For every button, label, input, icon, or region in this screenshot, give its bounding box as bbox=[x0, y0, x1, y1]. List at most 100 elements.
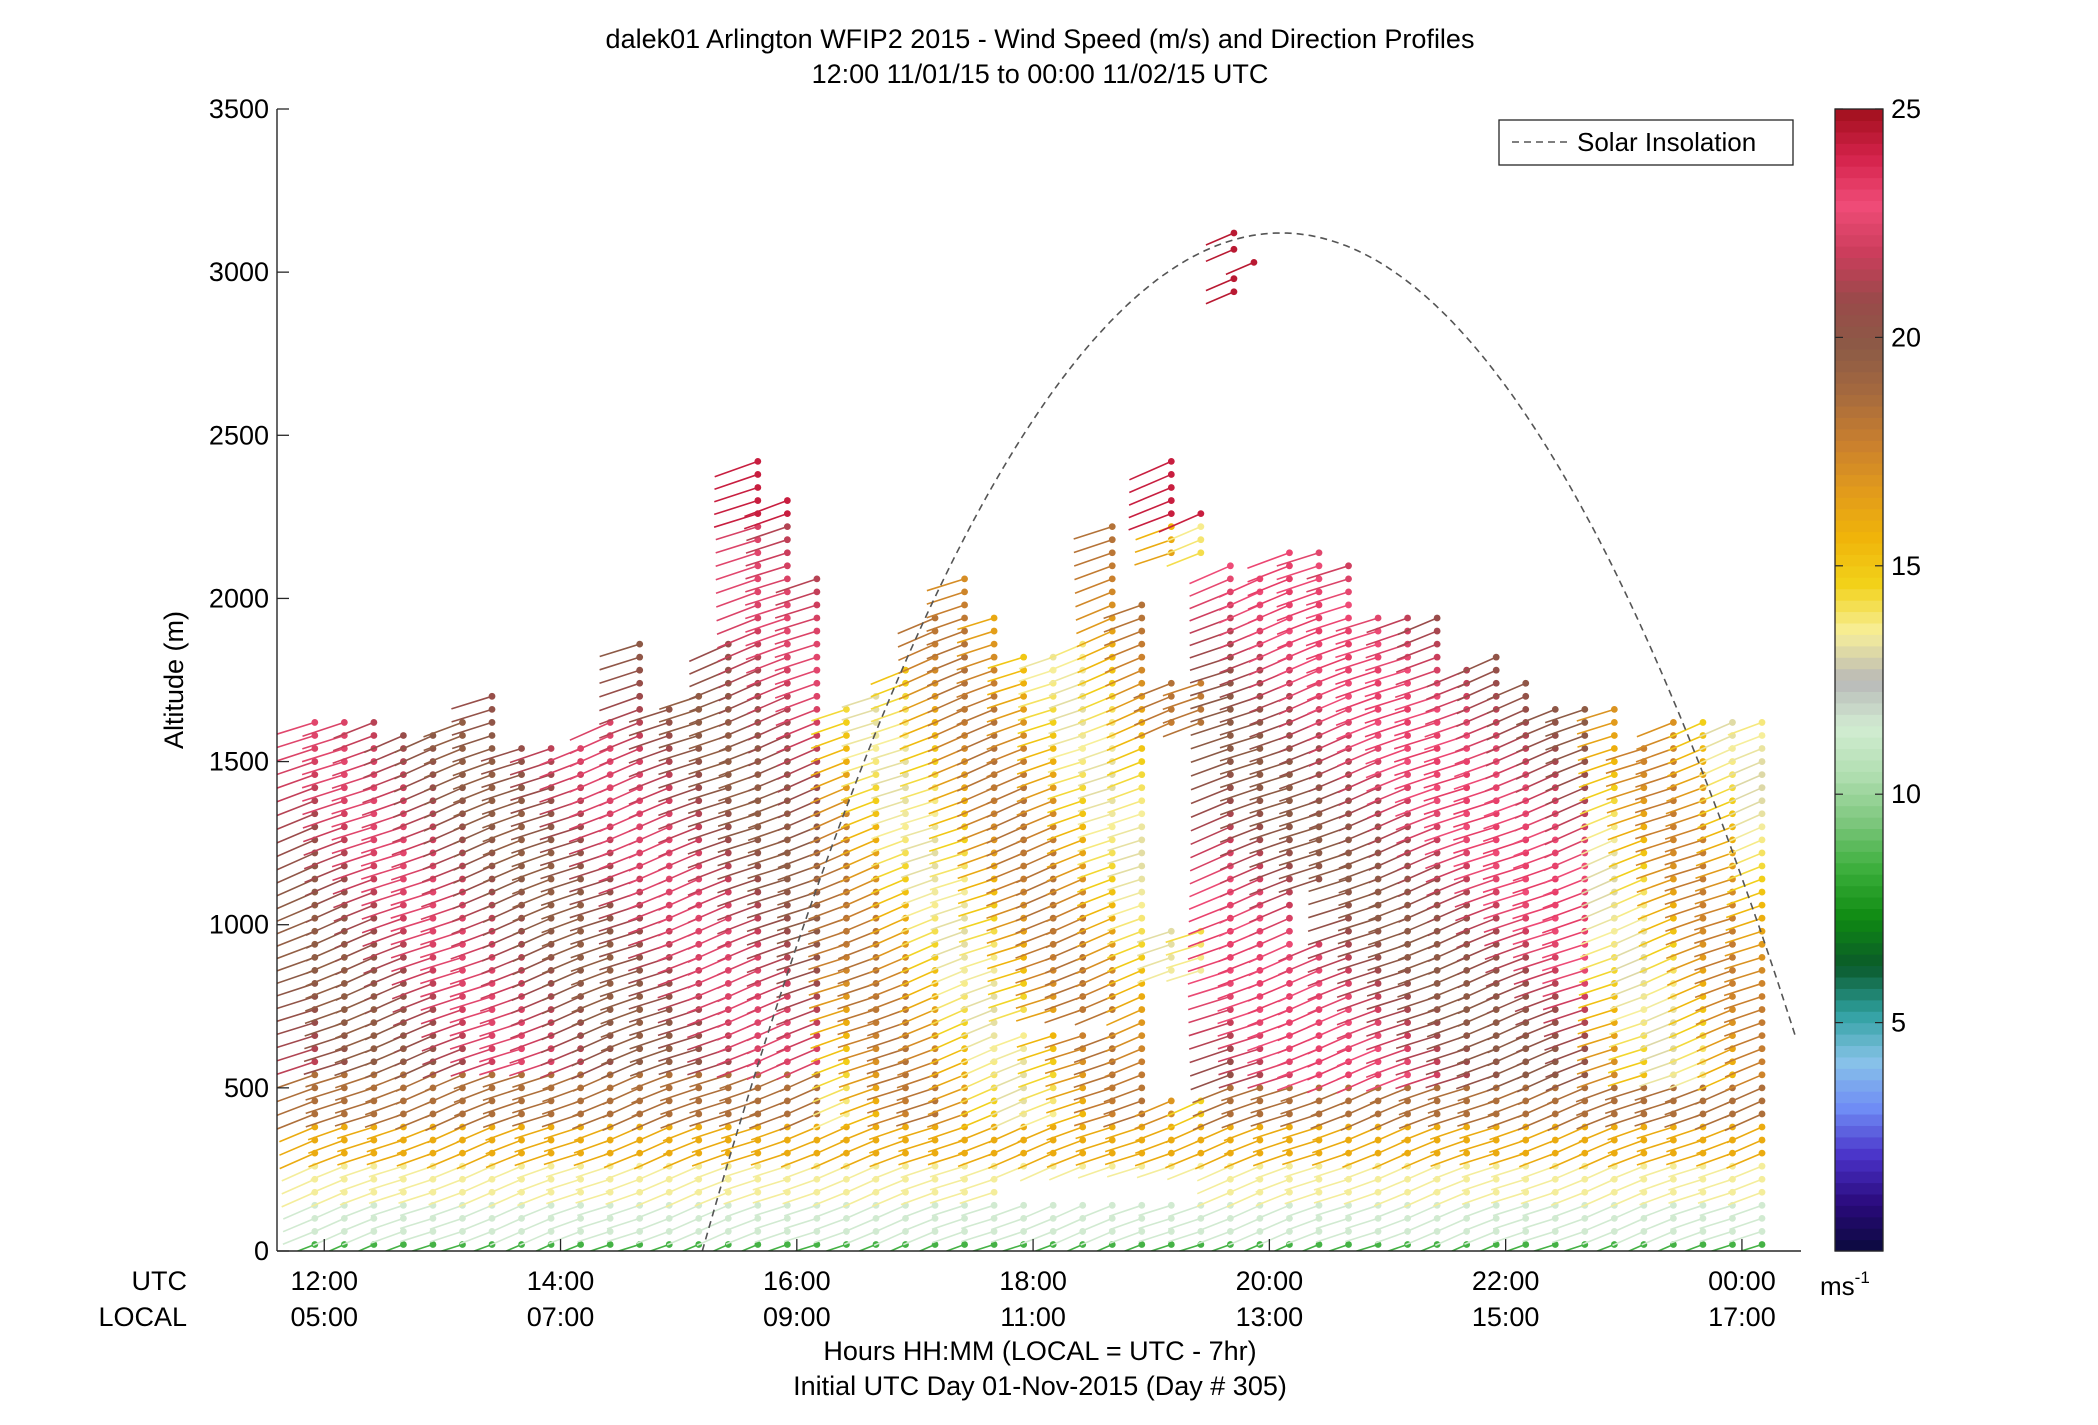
wind-vector-shaft bbox=[303, 839, 345, 856]
wind-vector-head bbox=[783, 901, 791, 909]
wind-vector-shaft bbox=[926, 617, 965, 633]
wind-vector-shaft bbox=[900, 839, 936, 852]
wind-vector-shaft bbox=[1219, 760, 1261, 775]
wind-vector-shaft bbox=[423, 773, 463, 792]
wind-vector-shaft bbox=[1250, 1100, 1290, 1114]
wind-vector-shaft bbox=[928, 1074, 965, 1091]
wind-vector-head bbox=[1079, 1097, 1087, 1105]
wind-vector-shaft bbox=[781, 1126, 818, 1143]
wind-vector-shaft bbox=[811, 708, 847, 722]
wind-vector-head bbox=[665, 1071, 673, 1079]
wind-vector-shaft bbox=[1015, 1008, 1054, 1022]
wind-vector-shaft bbox=[1277, 630, 1320, 649]
wind-vector-head bbox=[1286, 588, 1293, 596]
wind-vector-shaft bbox=[746, 930, 788, 946]
wind-vector-shaft bbox=[1190, 826, 1231, 846]
wind-vector-head bbox=[1374, 980, 1382, 987]
colorbar-segment bbox=[1835, 988, 1883, 1001]
wind-vector-shaft bbox=[1337, 943, 1379, 958]
wind-vector-shaft bbox=[1076, 617, 1113, 635]
wind-vector-head bbox=[1138, 1019, 1146, 1026]
wind-vector-head bbox=[1551, 953, 1559, 961]
wind-vector-head bbox=[1433, 1071, 1441, 1079]
wind-vector-shaft bbox=[1367, 826, 1408, 846]
wind-vector-shaft bbox=[1134, 551, 1172, 566]
wind-vector-head bbox=[1404, 732, 1411, 739]
wind-vector-head bbox=[1522, 914, 1530, 922]
wind-vector-shaft bbox=[1190, 1074, 1231, 1091]
wind-vector-head bbox=[1345, 562, 1352, 570]
wind-vector-shaft bbox=[663, 1152, 700, 1169]
wind-vector-head bbox=[1020, 1006, 1028, 1013]
wind-vector-head bbox=[754, 1188, 762, 1196]
wind-vector-shaft bbox=[482, 1100, 522, 1115]
wind-vector-head bbox=[754, 562, 762, 570]
wind-vector-head bbox=[1049, 810, 1057, 818]
wind-vector-head bbox=[1315, 1162, 1323, 1170]
wind-vector-shaft bbox=[783, 1230, 818, 1243]
wind-vector-shaft bbox=[480, 760, 522, 775]
wind-vector-shaft bbox=[1166, 969, 1202, 982]
wind-vector-head bbox=[1138, 1032, 1146, 1040]
wind-vector-shaft bbox=[1457, 1113, 1497, 1127]
wind-vector-shaft bbox=[598, 943, 640, 958]
wind-vector-head bbox=[1551, 705, 1559, 713]
wind-vector-head bbox=[1610, 745, 1618, 752]
wind-vector-shaft bbox=[930, 956, 965, 972]
wind-vector-head bbox=[1345, 927, 1352, 935]
wind-vector-head bbox=[813, 705, 821, 713]
wind-vector-shaft bbox=[926, 630, 965, 646]
wind-vector-shaft bbox=[628, 773, 670, 792]
wind-vector-shaft bbox=[1166, 1100, 1202, 1117]
wind-vector-shaft bbox=[961, 1230, 995, 1243]
wind-vector-shaft bbox=[449, 995, 493, 1011]
wind-vector-shaft bbox=[746, 943, 788, 960]
colorbar-segment bbox=[1835, 463, 1883, 476]
wind-vector-head bbox=[1758, 758, 1766, 765]
wind-vector-shaft bbox=[509, 747, 552, 764]
wind-vector-head bbox=[1551, 966, 1559, 974]
wind-vector-shaft bbox=[687, 904, 729, 924]
wind-vector-head bbox=[843, 993, 850, 1000]
wind-vector-shaft bbox=[1106, 995, 1143, 1013]
wind-vector-shaft bbox=[395, 1074, 434, 1093]
wind-vector-shaft bbox=[713, 499, 759, 516]
wind-vector-shaft bbox=[1394, 721, 1438, 737]
wind-vector-shaft bbox=[548, 1230, 581, 1245]
wind-vector-shaft bbox=[658, 813, 700, 830]
wind-vector-head bbox=[1226, 1045, 1234, 1053]
wind-vector-shaft bbox=[961, 1217, 995, 1230]
wind-vector-shaft bbox=[1252, 1152, 1290, 1167]
wind-vector-head bbox=[754, 1201, 762, 1209]
wind-vector-shaft bbox=[1016, 813, 1054, 830]
wind-vector-shaft bbox=[1398, 1100, 1438, 1116]
wind-vector-shaft bbox=[927, 721, 965, 740]
wind-vector-shaft bbox=[570, 956, 611, 973]
wind-vector-shaft bbox=[423, 734, 463, 752]
wind-vector-head bbox=[872, 823, 880, 831]
wind-vector-shaft bbox=[747, 852, 788, 867]
wind-vector-shaft bbox=[1276, 617, 1320, 636]
wind-vector-head bbox=[606, 993, 614, 1000]
wind-vector-shaft bbox=[658, 721, 699, 736]
wind-vector-shaft bbox=[541, 930, 581, 948]
wind-vector-shaft bbox=[396, 1152, 434, 1167]
wind-vector-head bbox=[843, 1019, 850, 1026]
wind-vector-head bbox=[1758, 1214, 1766, 1222]
wind-vector-head bbox=[518, 1071, 525, 1079]
wind-vector-shaft bbox=[1076, 943, 1113, 961]
wind-vector-shaft bbox=[1335, 669, 1379, 686]
wind-vector-shaft bbox=[837, 1047, 877, 1062]
wind-vector-shaft bbox=[747, 721, 788, 741]
wind-vector-shaft bbox=[1337, 747, 1379, 767]
wind-vector-head bbox=[311, 784, 319, 792]
wind-vector-shaft bbox=[1519, 1139, 1556, 1155]
wind-vector-shaft bbox=[1192, 1087, 1231, 1104]
wind-vector-shaft bbox=[900, 891, 936, 906]
wind-vector-shaft bbox=[1453, 799, 1497, 816]
wind-vector-shaft bbox=[1461, 1191, 1497, 1206]
wind-vector-head bbox=[1286, 1188, 1293, 1196]
wind-vector-shaft bbox=[1455, 917, 1497, 935]
wind-vector-shaft bbox=[814, 1204, 847, 1219]
wind-vector-head bbox=[1138, 784, 1146, 792]
